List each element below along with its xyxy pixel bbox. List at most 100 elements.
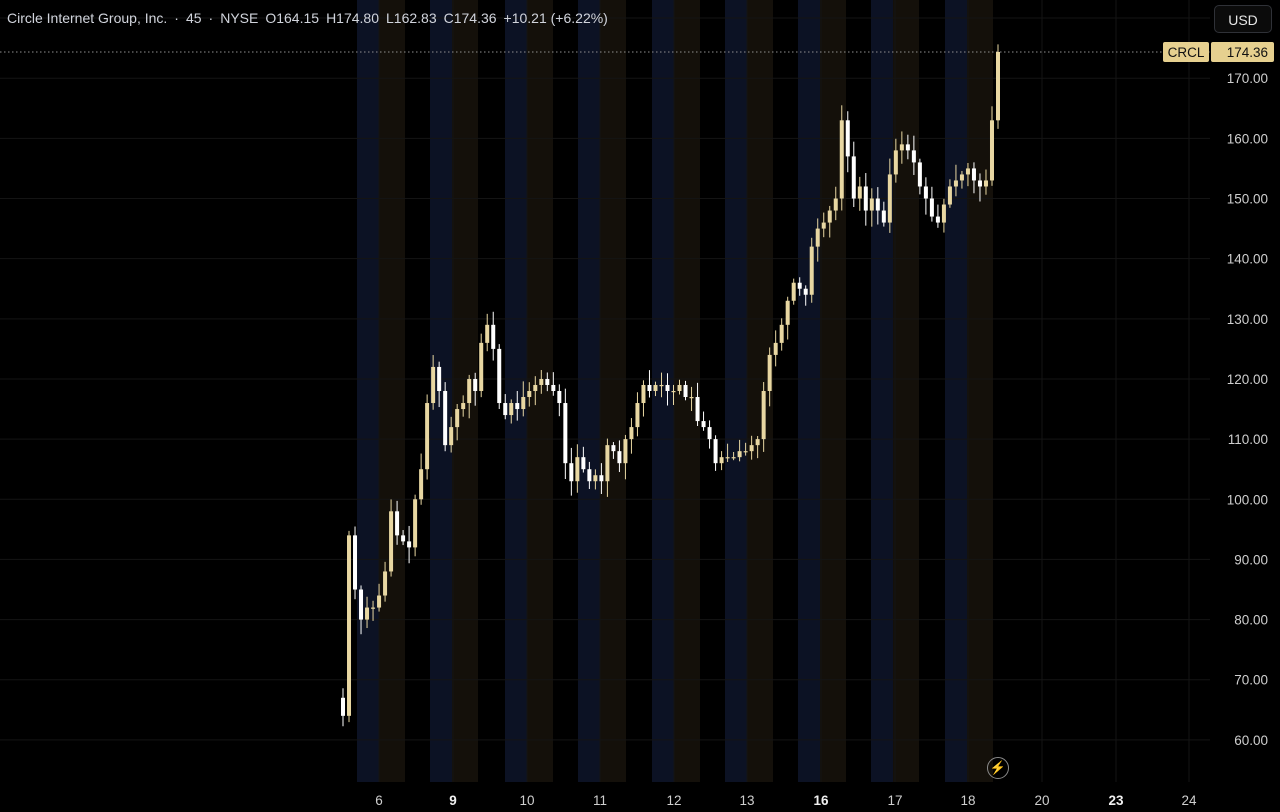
candle-body: [707, 427, 712, 440]
candle-body: [509, 403, 514, 416]
candle-body: [719, 457, 724, 464]
candle-body: [833, 198, 838, 211]
session-band-blue: [945, 0, 967, 782]
candle-body: [617, 451, 622, 464]
x-tick-label: 16: [813, 793, 829, 808]
candle-body: [815, 228, 820, 247]
candle-body: [863, 186, 868, 211]
y-tick-label: 110.00: [1228, 432, 1268, 447]
candle-body: [455, 409, 460, 428]
candle-body: [365, 607, 370, 620]
candle-body: [503, 403, 508, 416]
y-tick-label: 170.00: [1227, 71, 1268, 86]
last-price-value-box: [1211, 41, 1274, 62]
open-value: O164.15: [265, 10, 320, 26]
candle-body: [569, 463, 574, 482]
y-tick-label: 90.00: [1234, 552, 1268, 567]
candle-body: [929, 198, 934, 217]
candle-body: [773, 342, 778, 355]
x-tick-label: 24: [1181, 793, 1197, 808]
session-band-blue: [725, 0, 747, 782]
time-axis[interactable]: 6 9 10 11 12 13 16 17 18 20 23 24: [375, 793, 1197, 808]
candle-body: [449, 427, 454, 446]
x-tick-label: 13: [739, 793, 754, 808]
price-axis[interactable]: 180.00170.00160.00150.00140.00130.00120.…: [1227, 11, 1268, 748]
last-price-symbol: CRCL: [1168, 45, 1205, 60]
candle-body: [689, 397, 694, 399]
session-band-blue: [798, 0, 820, 782]
candle-body: [737, 451, 742, 458]
last-price-symbol-box: [1163, 41, 1209, 62]
candle-body: [809, 246, 814, 295]
candle-body: [359, 589, 364, 620]
candle-body: [467, 378, 472, 404]
y-tick-label: 130.00: [1227, 312, 1268, 327]
symbol-name: Circle Internet Group, Inc.: [7, 10, 168, 26]
candle-body: [497, 348, 502, 404]
candle-body: [413, 499, 418, 548]
lightning-bolt-icon[interactable]: ⚡: [987, 757, 1009, 779]
session-band-amber: [527, 0, 553, 782]
candle-body: [389, 511, 394, 572]
candle-body: [953, 180, 958, 187]
candle-series: [341, 44, 1000, 727]
candle-body: [383, 571, 388, 596]
x-tick-label: 23: [1108, 793, 1124, 808]
currency-button[interactable]: USD: [1214, 5, 1272, 33]
separator-2: ·: [208, 10, 214, 26]
candle-body: [743, 451, 748, 453]
y-tick-label: 100.00: [1227, 492, 1268, 507]
low-value: L162.83: [386, 10, 437, 26]
candle-body: [521, 397, 526, 410]
candle-body: [557, 391, 562, 404]
candle-body: [935, 216, 940, 223]
close-value: C174.36: [443, 10, 497, 26]
candle-body: [881, 210, 886, 223]
candle-body: [545, 378, 550, 385]
candle-body: [977, 180, 982, 187]
candle-body: [677, 384, 682, 391]
candle-body: [473, 378, 478, 391]
candle-body: [683, 384, 688, 398]
session-band-amber: [379, 0, 405, 782]
candle-body: [515, 403, 520, 410]
candle-body: [575, 457, 580, 482]
candle-body: [911, 150, 916, 163]
candle-body: [959, 174, 964, 181]
candle-body: [713, 439, 718, 464]
session-band-blue: [578, 0, 600, 782]
candle-body: [947, 186, 952, 205]
grid-lines: [0, 0, 1210, 782]
session-band-blue: [871, 0, 893, 782]
candle-body: [965, 168, 970, 175]
candle-body: [539, 378, 544, 385]
x-tick-label: 10: [519, 793, 534, 808]
candle-body: [839, 120, 844, 199]
candle-body: [827, 210, 832, 223]
candle-body: [407, 541, 412, 548]
candle-body: [971, 168, 976, 181]
symbol-legend[interactable]: Circle Internet Group, Inc. · 45 · NYSE …: [7, 10, 608, 26]
last-price-value: 174.36: [1227, 45, 1268, 60]
session-band-blue: [357, 0, 379, 782]
candle-body: [803, 288, 808, 295]
candle-body: [857, 186, 862, 199]
candle-body: [611, 445, 616, 452]
candle-body: [593, 475, 598, 482]
candle-body: [401, 535, 406, 542]
candle-body: [419, 469, 424, 500]
y-tick-label: 80.00: [1234, 613, 1268, 628]
candle-body: [845, 120, 850, 157]
candle-body: [563, 403, 568, 464]
candle-body: [353, 535, 358, 590]
x-tick-label: 17: [887, 793, 902, 808]
candle-body: [443, 391, 448, 446]
interval-label: 45: [185, 10, 202, 26]
candle-body: [431, 366, 436, 404]
candle-body: [779, 324, 784, 343]
session-band-amber: [967, 0, 993, 782]
high-value: H174.80: [326, 10, 379, 26]
candle-body: [533, 384, 538, 391]
